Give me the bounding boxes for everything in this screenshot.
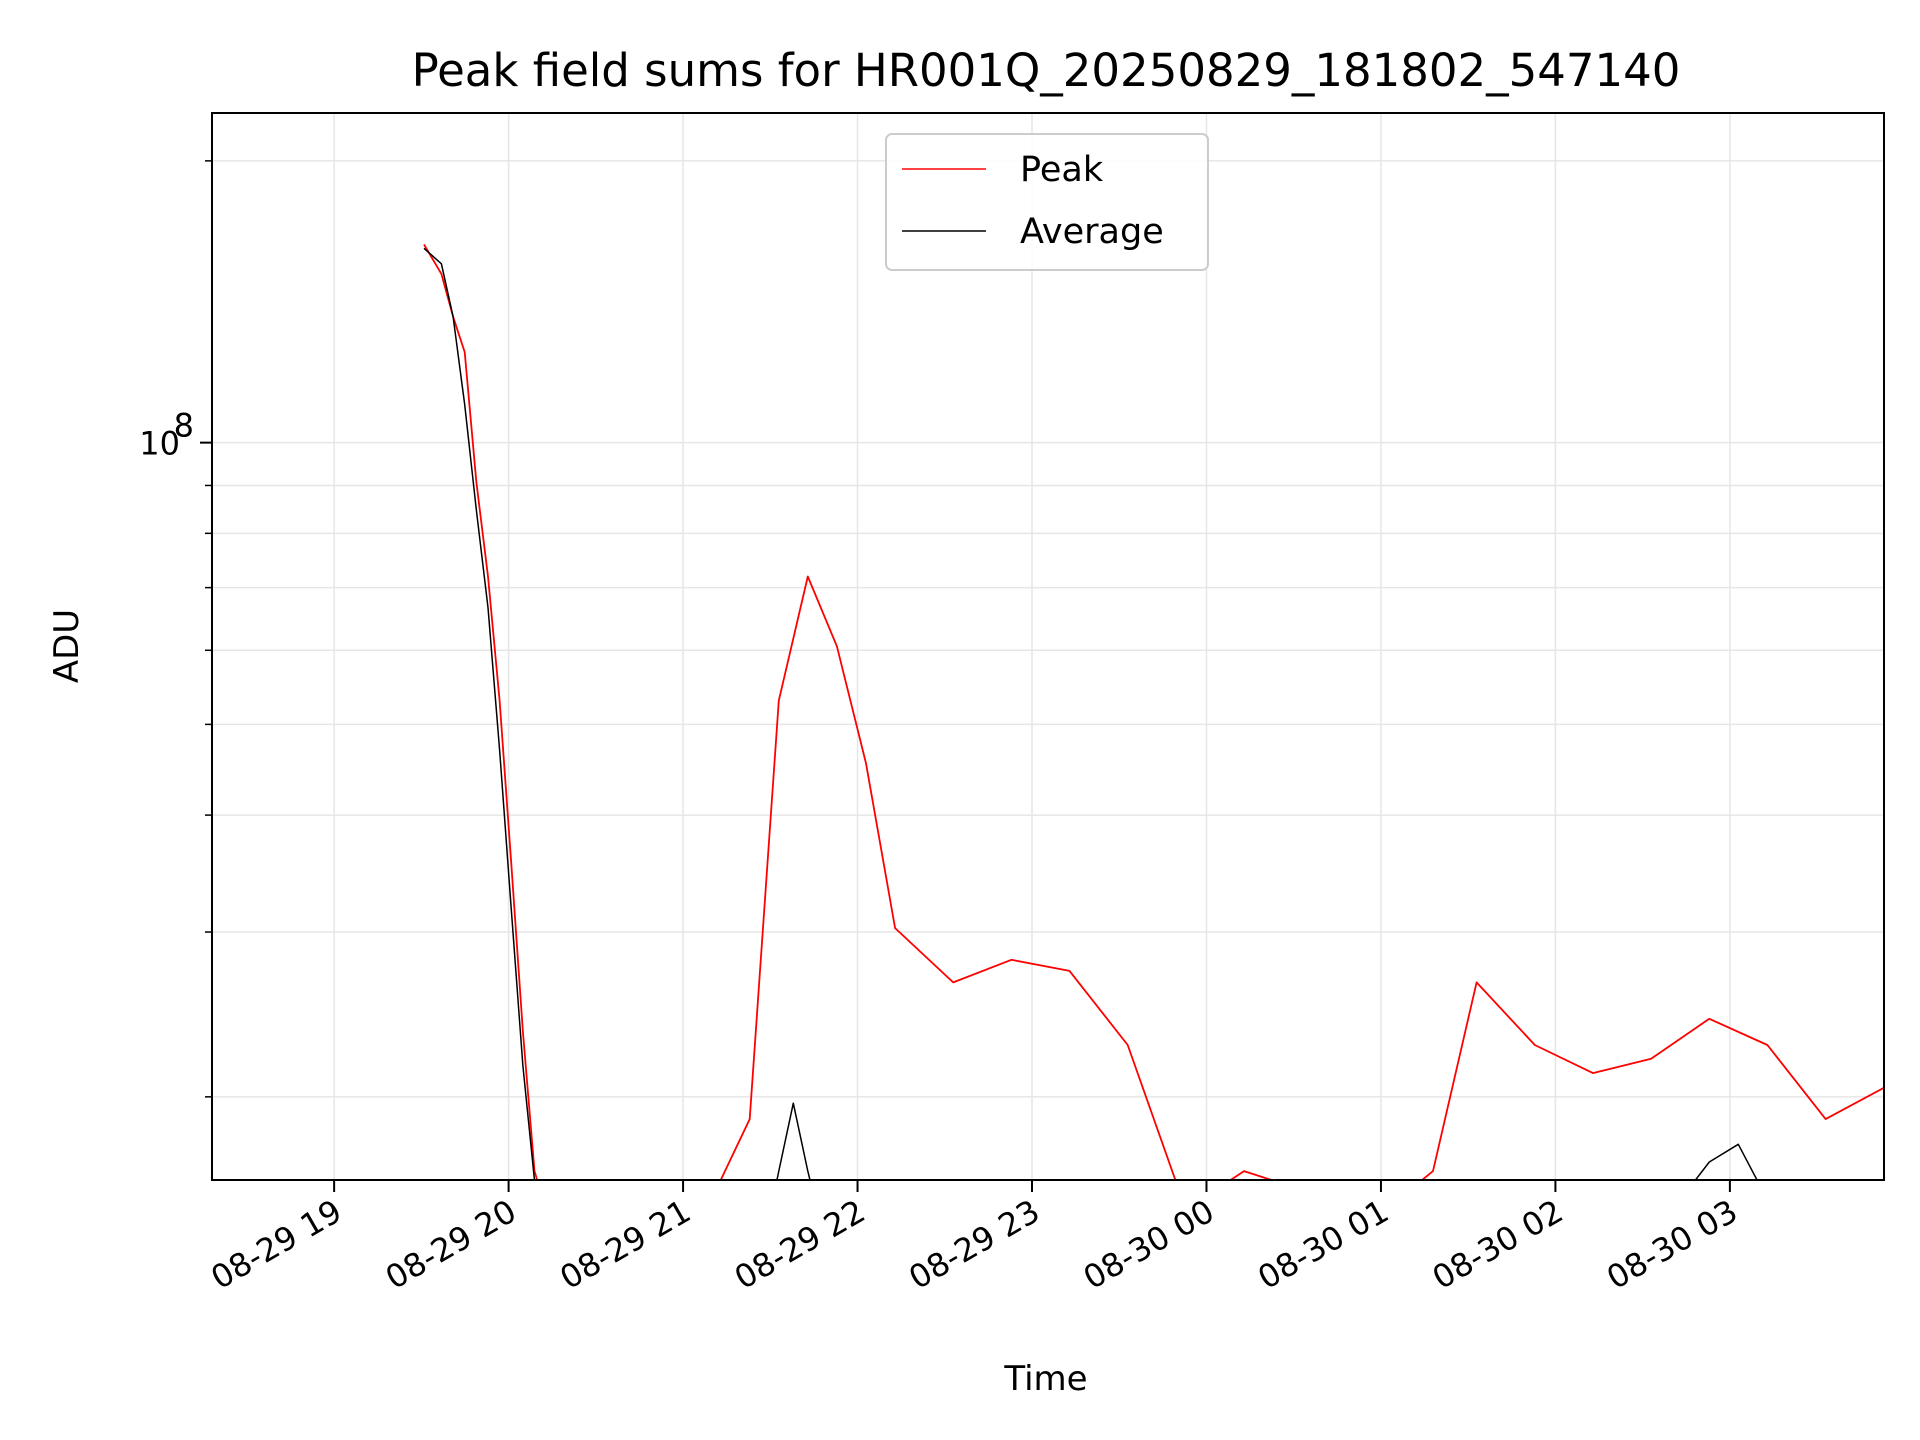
y-axis-label: ADU <box>47 609 87 683</box>
grid <box>212 113 1884 1180</box>
series-layer <box>423 244 1884 1180</box>
legend-label-peak: Peak <box>1020 150 1104 190</box>
plot-area <box>423 244 1884 1180</box>
x-axis-label: Time <box>1003 1359 1087 1399</box>
chart-title: Peak field sums for HR001Q_20250829_1818… <box>412 44 1681 97</box>
legend-label-average: Average <box>1020 212 1164 252</box>
y-axis-ticks: 108 <box>139 160 212 1098</box>
legend-box <box>885 133 1209 271</box>
y-tick-label: 10 <box>139 425 180 463</box>
plot-frame <box>211 112 1885 1181</box>
series-peak-line <box>423 244 1884 1180</box>
legend: Peak Average <box>885 133 1209 271</box>
y-tick-label-exponent: 8 <box>174 407 194 445</box>
